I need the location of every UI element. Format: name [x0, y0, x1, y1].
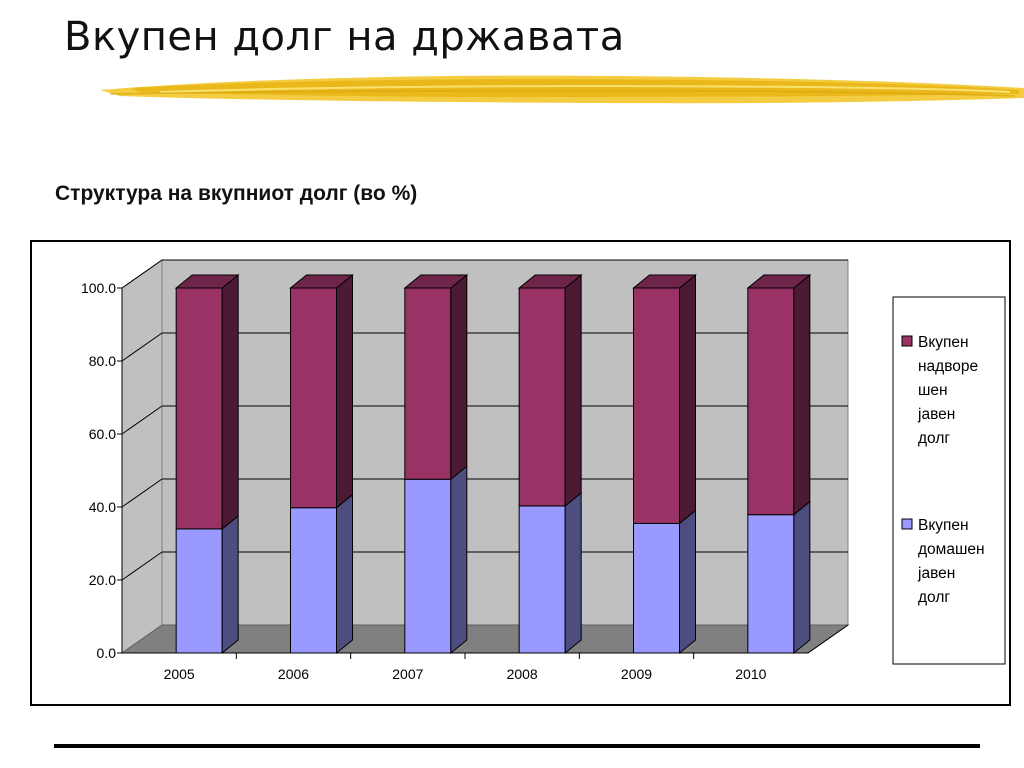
gridline-side: [121, 259, 163, 289]
bar-side-external: [564, 273, 582, 507]
bar-side-domestic: [793, 500, 811, 655]
legend-label: долг: [918, 430, 950, 447]
bar-side-domestic: [564, 491, 582, 655]
legend-label: шен: [918, 382, 948, 399]
yellow-brush-underline: [100, 75, 1024, 104]
bar-side-external: [221, 273, 239, 530]
bar-segment-external: [633, 287, 680, 524]
bar-top: [632, 274, 697, 289]
bar-side-external: [679, 273, 696, 525]
bar-top: [746, 274, 812, 289]
bar-segment-external: [175, 287, 223, 530]
y-tick-label: 20.0: [89, 572, 116, 588]
bar-top: [403, 274, 469, 289]
legend-label: надворе: [918, 358, 978, 375]
bar-side-external: [450, 273, 468, 481]
x-tick-label: 2005: [164, 666, 195, 682]
bar-segment-domestic: [633, 522, 680, 654]
gridline-side: [121, 478, 163, 508]
bar-side-domestic: [221, 514, 239, 655]
chart-frame: [30, 240, 1011, 706]
bottom-rule: [54, 744, 980, 748]
chart-side-wall: [121, 259, 163, 654]
bar-top: [174, 274, 240, 289]
gridline-side: [121, 405, 163, 435]
y-tick-label: 80.0: [89, 353, 116, 369]
gridline-side: [121, 332, 163, 362]
legend-swatch: [901, 518, 913, 530]
bar-segment-domestic: [404, 478, 452, 654]
bar-segment-external: [518, 287, 566, 507]
bar-segment-external: [290, 287, 337, 509]
bar-side-domestic: [336, 493, 353, 655]
slide-title: Вкупен долг на државата: [64, 14, 625, 60]
bar-segment-domestic: [518, 505, 566, 654]
y-tick-label: 100.0: [81, 280, 116, 296]
legend-label: јавен: [917, 406, 955, 423]
y-tick-label: 0.0: [97, 645, 117, 661]
y-tick-label: 40.0: [89, 499, 116, 515]
bar-top: [517, 274, 583, 289]
bar-segment-domestic: [175, 528, 223, 654]
x-tick-label: 2010: [735, 666, 766, 682]
chart-title: Структура на вкупниот долг (во %): [55, 182, 418, 205]
gridline-side: [121, 551, 163, 581]
x-tick-label: 2008: [507, 666, 538, 682]
x-tick-label: 2007: [392, 666, 423, 682]
bar-side-domestic: [450, 465, 468, 655]
bar-side-external: [336, 273, 353, 509]
legend-label: Вкупен: [918, 334, 969, 351]
bar-segment-external: [747, 287, 795, 516]
legend-label: домашен: [918, 541, 985, 558]
y-tick-label: 60.0: [89, 426, 116, 442]
x-axis-depth: [807, 624, 849, 654]
bar-side-external: [793, 273, 811, 516]
bar-segment-domestic: [290, 507, 337, 654]
legend-label: Вкупен: [918, 517, 969, 534]
legend-swatch: [901, 335, 913, 347]
legend-label: јавен: [917, 565, 955, 582]
x-tick-label: 2006: [278, 666, 309, 682]
legend-box: [892, 296, 1006, 665]
x-tick-label: 2009: [621, 666, 652, 682]
bar-side-domestic: [679, 509, 696, 655]
legend-label: долг: [918, 589, 950, 606]
bar-segment-external: [404, 287, 452, 480]
bar-segment-domestic: [747, 514, 795, 654]
chart-back-wall: [161, 259, 849, 626]
bar-top: [289, 274, 354, 289]
